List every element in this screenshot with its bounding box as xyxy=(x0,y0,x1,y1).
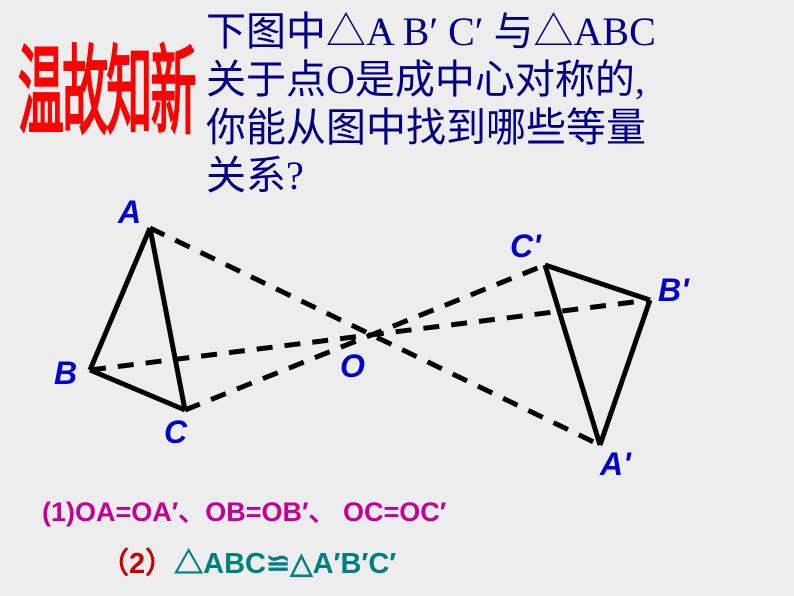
edge-CA xyxy=(150,228,185,410)
label-B1: B' xyxy=(658,272,689,309)
diagram-svg xyxy=(40,200,740,460)
answer-2: （2）△ABC≌△A′B′C′ xyxy=(100,540,396,582)
q-line4: 关系? xyxy=(206,152,766,200)
answer-1: (1)OA=OA′、OB=OB′、 OC=OC′ xyxy=(42,490,446,529)
label-A: A xyxy=(118,194,141,231)
q-line3: 你能从图中找到哪些等量 xyxy=(206,104,766,152)
q-line2: 关于点O是成中心对称的, xyxy=(206,56,766,104)
label-A1: A' xyxy=(600,446,631,483)
dash-C-C1 xyxy=(185,265,545,410)
answer-2-paren: （2） xyxy=(100,548,174,580)
label-B: B xyxy=(54,355,77,392)
geometry-diagram: A B C O C' B' A' xyxy=(40,200,740,460)
label-C: C xyxy=(164,414,187,451)
answer-2-text: △ABC≌△A′B′C′ xyxy=(174,548,396,580)
edge-C1A1 xyxy=(545,265,600,445)
label-O: O xyxy=(340,348,365,385)
title-badge: 温故知新 xyxy=(18,12,195,154)
q-line1: 下图中△A B′ C′ 与△ABC xyxy=(206,8,766,56)
edge-B1C1 xyxy=(545,265,650,300)
edge-A1B1 xyxy=(600,300,650,445)
edge-AB xyxy=(90,228,150,370)
label-C1: C' xyxy=(510,228,541,265)
edge-BC xyxy=(90,370,185,410)
question-text: 下图中△A B′ C′ 与△ABC 关于点O是成中心对称的, 你能从图中找到哪些… xyxy=(206,8,766,200)
